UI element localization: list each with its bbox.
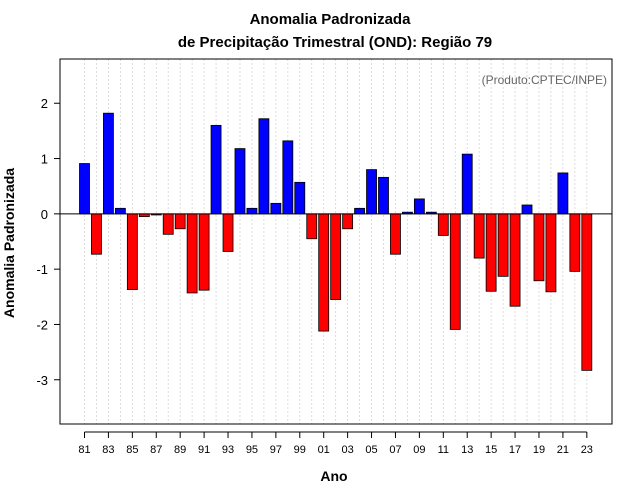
y-tick-label: -2: [36, 317, 48, 332]
x-tick-label: 89: [174, 444, 186, 456]
x-tick-label: 19: [533, 444, 545, 456]
bar-2006: [378, 176, 389, 215]
bar-2004: [354, 207, 365, 215]
bar-1983: [103, 112, 114, 215]
x-tick-label: 09: [413, 444, 425, 456]
bar-2002: [330, 213, 342, 300]
y-axis-title: Anomalia Padronizada: [1, 168, 17, 318]
x-tick-label: 05: [365, 444, 377, 456]
bar-2020: [545, 213, 557, 293]
x-tick-label: 95: [246, 444, 258, 456]
x-tick-label: 85: [126, 444, 138, 456]
y-tick-label: 1: [41, 152, 48, 167]
bar-1999: [294, 181, 306, 215]
bar-1998: [282, 140, 294, 215]
x-tick-label: 23: [581, 444, 593, 456]
bar-1985: [126, 213, 138, 291]
bar-2017: [509, 213, 521, 307]
bar-2013: [461, 153, 473, 215]
bar-1993: [222, 213, 234, 252]
x-tick-label: 15: [485, 444, 497, 456]
x-tick-label: 93: [222, 444, 234, 456]
bar-1981: [79, 163, 90, 215]
bar-1982: [91, 213, 102, 255]
y-tick-label: 0: [41, 207, 48, 222]
bar-2023: [581, 213, 593, 371]
bar-1991: [198, 213, 210, 291]
bar-2003: [342, 213, 354, 230]
bar-1997: [270, 202, 282, 215]
y-tick-label: 2: [41, 96, 48, 111]
x-tick-label: 11: [438, 444, 449, 456]
bar-2001: [318, 213, 330, 332]
y-axis: -3 -2 -1 0 1 2: [36, 96, 60, 388]
bar-1988: [162, 213, 174, 235]
source-annotation: (Produto:CPTEC/INPE): [482, 73, 607, 87]
bar-1990: [186, 213, 198, 294]
x-tick-label: 07: [389, 444, 401, 456]
bar-1984: [114, 207, 126, 215]
x-tick-label: 91: [198, 444, 210, 456]
bar-2005: [366, 169, 377, 215]
bar-2018: [521, 204, 533, 215]
x-axis-title: Ano: [320, 468, 347, 484]
x-tick-label: 13: [461, 444, 473, 456]
y-tick-label: -3: [36, 373, 48, 388]
chart-title: Anomalia Padronizada: [250, 11, 412, 28]
x-tick-label: 87: [150, 444, 162, 456]
bar-2007: [390, 213, 401, 255]
bar-1995: [246, 207, 258, 215]
bar-2011: [437, 213, 449, 236]
x-axis: 81 83 85 87 89 91 93 95 97 99 01 03 05 07 09 11 13 15 17 19…: [78, 431, 593, 456]
x-tick-label: 03: [341, 444, 353, 456]
bar-2021: [557, 172, 569, 215]
bar-2015: [485, 213, 497, 292]
x-tick-label: 97: [270, 444, 282, 456]
bar-1994: [234, 148, 246, 215]
x-tick-label: 21: [557, 444, 569, 456]
bar-2009: [413, 198, 425, 215]
bars: [79, 112, 593, 371]
bar-2019: [533, 213, 545, 282]
y-tick-label: -1: [36, 262, 48, 277]
chart-subtitle: de Precipitação Trimestral (OND): Região…: [178, 34, 492, 51]
x-tick-label: 99: [294, 444, 306, 456]
x-tick-label: 01: [318, 444, 330, 456]
bar-1992: [210, 124, 222, 215]
gridlines: [84, 59, 588, 424]
bar-1989: [174, 213, 186, 230]
x-tick-label: 83: [102, 444, 114, 456]
bar-2014: [473, 213, 485, 259]
bar-2000: [306, 213, 318, 240]
bar-1996: [258, 118, 270, 215]
x-tick-label: 17: [509, 444, 521, 456]
x-tick-label: 81: [78, 444, 90, 456]
bar-2022: [569, 213, 581, 272]
bar-2016: [497, 213, 509, 277]
bar-2012: [449, 213, 461, 330]
plot-frame: [59, 58, 613, 425]
